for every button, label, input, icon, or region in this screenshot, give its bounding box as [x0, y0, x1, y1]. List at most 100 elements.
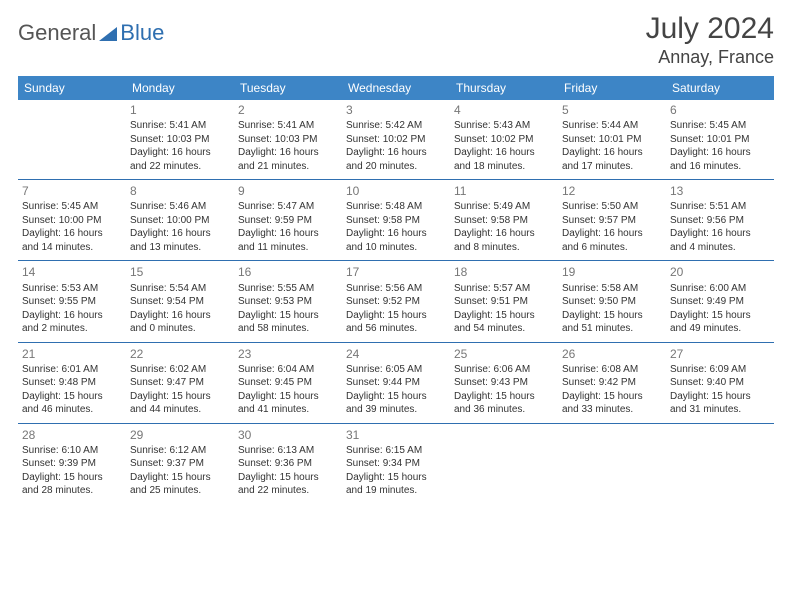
day-number: 15: [130, 264, 230, 280]
page-title: July 2024: [646, 12, 774, 45]
day-number: 4: [454, 102, 554, 118]
day-number: 8: [130, 183, 230, 199]
day-cell: 18Sunrise: 5:57 AMSunset: 9:51 PMDayligh…: [450, 261, 558, 342]
sunrise-text: Sunrise: 5:54 AM: [130, 282, 230, 296]
daylight-text: Daylight: 16 hours and 17 minutes.: [562, 146, 662, 173]
daylight-text: Daylight: 16 hours and 18 minutes.: [454, 146, 554, 173]
day-cell: [18, 100, 126, 180]
daylight-text: Daylight: 16 hours and 16 minutes.: [670, 146, 770, 173]
day-number: 25: [454, 346, 554, 362]
dayname-fri: Friday: [558, 76, 666, 100]
day-cell: 29Sunrise: 6:12 AMSunset: 9:37 PMDayligh…: [126, 423, 234, 504]
day-number: 12: [562, 183, 662, 199]
day-cell: 19Sunrise: 5:58 AMSunset: 9:50 PMDayligh…: [558, 261, 666, 342]
day-cell: [558, 423, 666, 504]
day-cell: [666, 423, 774, 504]
sunset-text: Sunset: 9:40 PM: [670, 376, 770, 390]
sunrise-text: Sunrise: 5:41 AM: [238, 119, 338, 133]
day-number: 1: [130, 102, 230, 118]
day-cell: 24Sunrise: 6:05 AMSunset: 9:44 PMDayligh…: [342, 342, 450, 423]
day-number: 31: [346, 427, 446, 443]
brand-part2: Blue: [120, 20, 164, 46]
day-cell: 17Sunrise: 5:56 AMSunset: 9:52 PMDayligh…: [342, 261, 450, 342]
day-number: 9: [238, 183, 338, 199]
sunset-text: Sunset: 9:57 PM: [562, 214, 662, 228]
day-cell: 16Sunrise: 5:55 AMSunset: 9:53 PMDayligh…: [234, 261, 342, 342]
sunrise-text: Sunrise: 5:57 AM: [454, 282, 554, 296]
daylight-text: Daylight: 15 hours and 19 minutes.: [346, 471, 446, 498]
sunset-text: Sunset: 10:00 PM: [22, 214, 122, 228]
day-number: 3: [346, 102, 446, 118]
daylight-text: Daylight: 15 hours and 54 minutes.: [454, 309, 554, 336]
sunset-text: Sunset: 9:55 PM: [22, 295, 122, 309]
dayname-sun: Sunday: [18, 76, 126, 100]
daylight-text: Daylight: 15 hours and 51 minutes.: [562, 309, 662, 336]
sunset-text: Sunset: 10:03 PM: [130, 133, 230, 147]
daylight-text: Daylight: 15 hours and 41 minutes.: [238, 390, 338, 417]
dayname-sat: Saturday: [666, 76, 774, 100]
day-cell: 25Sunrise: 6:06 AMSunset: 9:43 PMDayligh…: [450, 342, 558, 423]
sunset-text: Sunset: 10:03 PM: [238, 133, 338, 147]
day-cell: 13Sunrise: 5:51 AMSunset: 9:56 PMDayligh…: [666, 180, 774, 261]
sunset-text: Sunset: 9:58 PM: [346, 214, 446, 228]
day-cell: 21Sunrise: 6:01 AMSunset: 9:48 PMDayligh…: [18, 342, 126, 423]
sunset-text: Sunset: 9:36 PM: [238, 457, 338, 471]
daylight-text: Daylight: 16 hours and 14 minutes.: [22, 227, 122, 254]
sunrise-text: Sunrise: 5:48 AM: [346, 200, 446, 214]
sunset-text: Sunset: 9:44 PM: [346, 376, 446, 390]
day-cell: 14Sunrise: 5:53 AMSunset: 9:55 PMDayligh…: [18, 261, 126, 342]
daylight-text: Daylight: 16 hours and 4 minutes.: [670, 227, 770, 254]
sunrise-text: Sunrise: 5:42 AM: [346, 119, 446, 133]
dayname-row: Sunday Monday Tuesday Wednesday Thursday…: [18, 76, 774, 100]
sunrise-text: Sunrise: 5:47 AM: [238, 200, 338, 214]
day-cell: 22Sunrise: 6:02 AMSunset: 9:47 PMDayligh…: [126, 342, 234, 423]
day-number: 11: [454, 183, 554, 199]
sunrise-text: Sunrise: 5:49 AM: [454, 200, 554, 214]
day-cell: 3Sunrise: 5:42 AMSunset: 10:02 PMDayligh…: [342, 100, 450, 180]
sunrise-text: Sunrise: 6:05 AM: [346, 363, 446, 377]
daylight-text: Daylight: 16 hours and 10 minutes.: [346, 227, 446, 254]
day-cell: 2Sunrise: 5:41 AMSunset: 10:03 PMDayligh…: [234, 100, 342, 180]
day-cell: 20Sunrise: 6:00 AMSunset: 9:49 PMDayligh…: [666, 261, 774, 342]
day-number: 27: [670, 346, 770, 362]
day-cell: 9Sunrise: 5:47 AMSunset: 9:59 PMDaylight…: [234, 180, 342, 261]
sunset-text: Sunset: 9:53 PM: [238, 295, 338, 309]
sunrise-text: Sunrise: 6:06 AM: [454, 363, 554, 377]
daylight-text: Daylight: 16 hours and 21 minutes.: [238, 146, 338, 173]
day-number: 10: [346, 183, 446, 199]
sunrise-text: Sunrise: 5:41 AM: [130, 119, 230, 133]
sunrise-text: Sunrise: 6:01 AM: [22, 363, 122, 377]
calendar-table: Sunday Monday Tuesday Wednesday Thursday…: [18, 76, 774, 504]
sunrise-text: Sunrise: 6:10 AM: [22, 444, 122, 458]
daylight-text: Daylight: 16 hours and 20 minutes.: [346, 146, 446, 173]
dayname-tue: Tuesday: [234, 76, 342, 100]
week-row: 1Sunrise: 5:41 AMSunset: 10:03 PMDayligh…: [18, 100, 774, 180]
day-cell: 23Sunrise: 6:04 AMSunset: 9:45 PMDayligh…: [234, 342, 342, 423]
day-number: 2: [238, 102, 338, 118]
sunset-text: Sunset: 9:37 PM: [130, 457, 230, 471]
day-cell: 5Sunrise: 5:44 AMSunset: 10:01 PMDayligh…: [558, 100, 666, 180]
day-cell: 12Sunrise: 5:50 AMSunset: 9:57 PMDayligh…: [558, 180, 666, 261]
sunrise-text: Sunrise: 6:09 AM: [670, 363, 770, 377]
sunrise-text: Sunrise: 5:45 AM: [670, 119, 770, 133]
daylight-text: Daylight: 15 hours and 58 minutes.: [238, 309, 338, 336]
sunset-text: Sunset: 9:45 PM: [238, 376, 338, 390]
brand-part1: General: [18, 20, 96, 46]
day-number: 19: [562, 264, 662, 280]
day-number: 28: [22, 427, 122, 443]
day-cell: 6Sunrise: 5:45 AMSunset: 10:01 PMDayligh…: [666, 100, 774, 180]
day-number: 29: [130, 427, 230, 443]
daylight-text: Daylight: 16 hours and 2 minutes.: [22, 309, 122, 336]
sunrise-text: Sunrise: 6:13 AM: [238, 444, 338, 458]
sunset-text: Sunset: 10:01 PM: [670, 133, 770, 147]
daylight-text: Daylight: 16 hours and 6 minutes.: [562, 227, 662, 254]
dayname-wed: Wednesday: [342, 76, 450, 100]
sunrise-text: Sunrise: 5:56 AM: [346, 282, 446, 296]
sunset-text: Sunset: 10:00 PM: [130, 214, 230, 228]
day-number: 16: [238, 264, 338, 280]
day-cell: 26Sunrise: 6:08 AMSunset: 9:42 PMDayligh…: [558, 342, 666, 423]
sunrise-text: Sunrise: 6:04 AM: [238, 363, 338, 377]
location-label: Annay, France: [646, 47, 774, 68]
day-number: 24: [346, 346, 446, 362]
day-number: 26: [562, 346, 662, 362]
